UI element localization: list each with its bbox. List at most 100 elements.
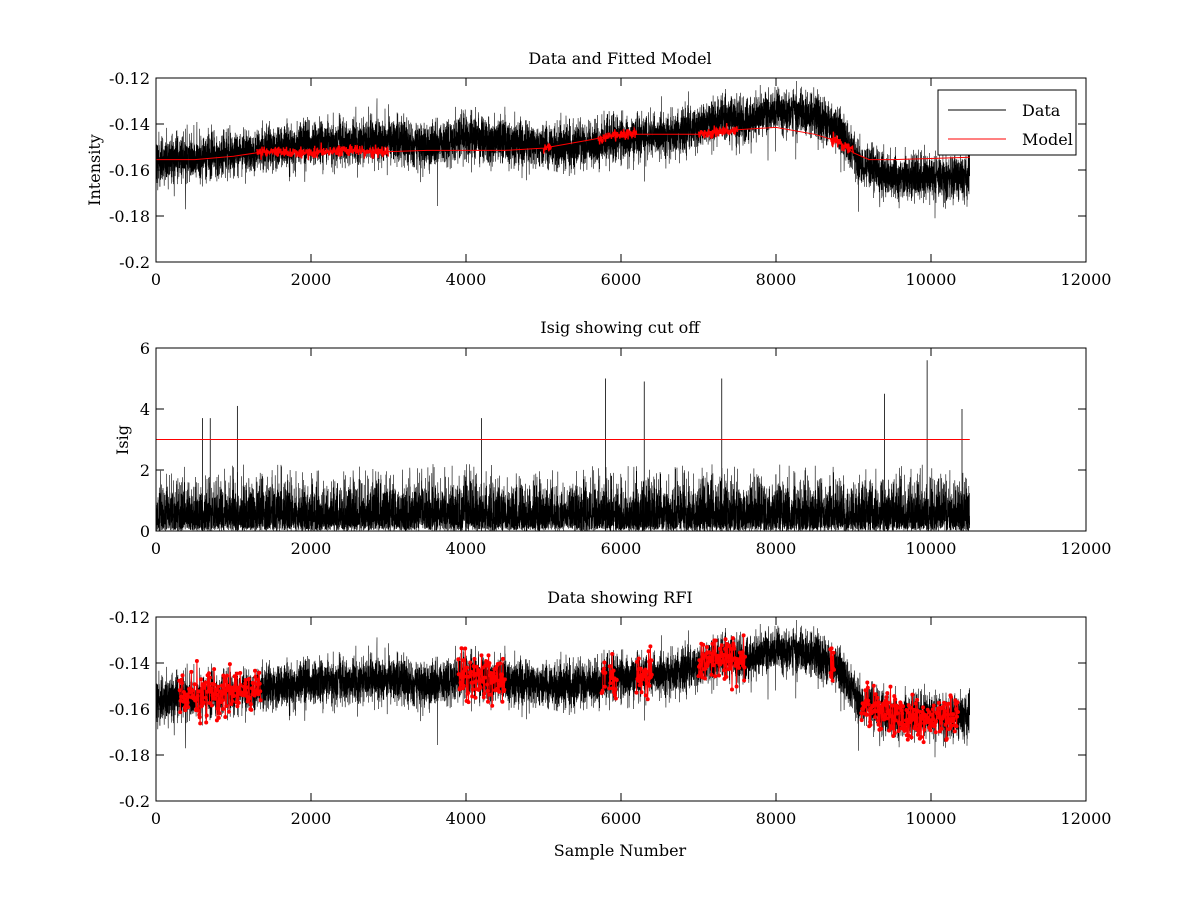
legend-data-label: Data [1022,101,1061,120]
rfi-marker [716,653,720,658]
rfi-marker [456,657,461,662]
rfi-marker [704,645,709,649]
rfi-marker [201,700,206,705]
panel-isig-showing-cut-off: Isig showing cut off Isig 0 2000 4000 6000 8… [113,318,1111,558]
legend-model-label: Model [1022,130,1073,149]
rfi-marker [874,702,879,707]
rfi-marker [613,687,618,692]
rfi-marker [493,674,498,679]
rfi-marker [186,705,191,710]
rfi-marker [831,650,836,655]
rfi-marker [741,633,746,638]
rfi-marker [484,661,489,665]
rfi-marker [487,661,492,666]
y-tick-label: 6 [140,339,150,358]
rfi-marker [232,693,237,698]
rfi-marker [917,709,922,714]
rfi-marker [871,683,876,688]
x-tick-label: 6000 [601,539,642,558]
rfi-marker [602,684,607,689]
rfi-marker [500,672,504,677]
rfi-marker [893,718,898,723]
rfi-marker [863,688,868,693]
panel-3-xlabel: Sample Number [554,841,687,860]
rfi-marker [862,704,867,709]
rfi-marker [243,681,248,686]
rfi-marker [247,677,251,681]
rfi-marker [197,715,202,720]
rfi-marker [249,686,254,691]
rfi-marker [903,722,907,727]
rfi-marker [189,669,194,674]
rfi-marker [234,675,238,680]
rfi-marker [216,715,221,720]
rfi-marker [946,712,951,717]
rfi-marker [607,664,612,669]
rfi-marker [185,700,190,705]
rfi-marker [646,649,651,654]
rfi-marker [180,673,185,678]
rfi-marker [192,682,197,687]
rfi-marker [248,702,253,707]
rfi-marker [905,717,910,722]
rfi-marker [200,693,204,698]
rfi-marker [479,671,483,676]
rfi-marker [469,669,474,674]
rfi-marker [728,663,733,668]
rfi-marker [251,681,256,686]
rfi-marker [721,653,726,657]
rfi-marker [879,707,884,712]
legend: Data Model [937,89,1077,156]
y-tick-label: -0.12 [109,69,150,88]
rfi-marker [209,703,214,708]
rfi-marker [716,656,721,661]
rfi-marker [730,636,735,641]
rfi-marker [482,675,487,680]
rfi-marker [899,708,904,713]
rfi-marker [740,650,745,655]
rfi-marker [258,698,263,703]
y-tick-label: -0.18 [109,207,150,226]
rfi-marker [486,699,490,704]
rfi-marker [636,656,641,661]
rfi-marker [890,726,895,731]
rfi-marker [949,695,953,699]
legend-box [937,89,1077,156]
y-tick-label: 2 [140,461,150,480]
rfi-marker [225,673,230,678]
y-tick-label: -0.12 [109,608,150,627]
rfi-marker [473,695,478,700]
rfi-marker [607,686,612,691]
isig-series-line [155,464,970,532]
rfi-marker [253,668,257,673]
rfi-marker [475,672,480,677]
rfi-marker [719,643,724,648]
rfi-marker [868,722,873,727]
y-tick-label: -0.2 [119,253,150,272]
rfi-marker [252,693,257,698]
rfi-marker [234,671,239,676]
rfi-marker [943,709,947,713]
rfi-marker [905,737,910,742]
rfi-marker [873,692,878,697]
rfi-marker [734,684,739,689]
rfi-marker [461,658,466,663]
rfi-marker [885,691,890,696]
panel-1-plot [155,80,970,219]
rfi-marker [204,720,209,725]
rfi-marker [932,723,937,728]
rfi-marker [931,717,936,722]
y-tick-label: -0.16 [109,700,150,719]
rfi-marker [222,675,227,680]
rfi-marker [612,690,616,695]
rfi-marker [190,688,195,693]
panel-3-axes: 0 2000 4000 6000 8000 10000 12000 -0.12 -0.14 -0.… [109,608,1111,828]
rfi-marker [864,712,869,717]
rfi-marker [195,697,200,702]
rfi-marker [486,653,491,658]
rfi-marker [258,689,263,694]
rfi-marker [713,674,718,679]
rfi-marker [930,707,935,712]
panel-2-plot [155,360,970,532]
rfi-marker [910,692,915,697]
